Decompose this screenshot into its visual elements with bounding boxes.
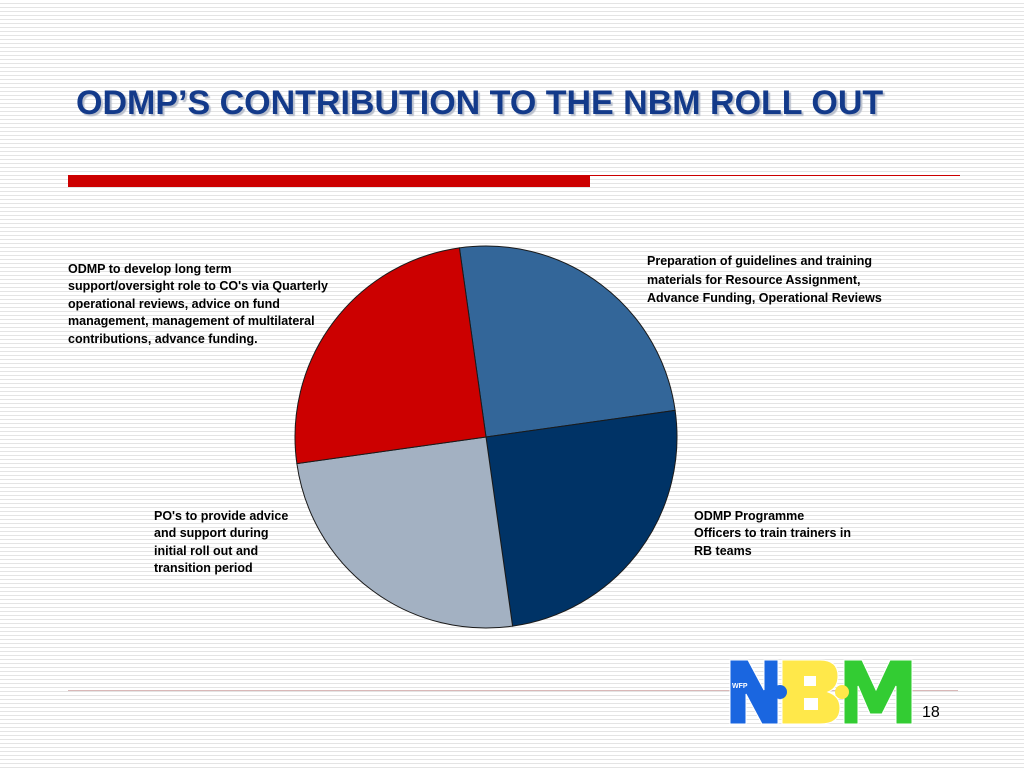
pie-slice-odmp-support [294,247,487,465]
pie-slice-po-advice [296,436,514,629]
logo-wfp-text: WFP [732,683,748,690]
page-number: 18 [922,704,940,721]
pie-slice-train-trainers [485,409,678,627]
slice-label-odmp-support: ODMP to develop long term support/oversi… [68,262,328,346]
logo-letter-m [835,659,913,725]
nbm-logo: WFP [729,659,913,725]
logo-letter-n [729,659,779,725]
slice-label-train-trainers: ODMP Programme Officers to train trainer… [694,509,851,558]
pie-slice-guidelines [458,245,676,438]
logo-letter-b [773,659,841,725]
slice-label-po-advice: PO's to provide advice and support durin… [154,509,289,576]
footer-rule [68,690,958,691]
title-underline-bar [68,175,590,187]
slide-title: ODMP’S CONTRIBUTION TO THE NBM ROLL OUT [76,84,884,122]
title-underline-rule [590,175,960,176]
slice-label-guidelines: Preparation of guidelines and training m… [647,254,882,305]
